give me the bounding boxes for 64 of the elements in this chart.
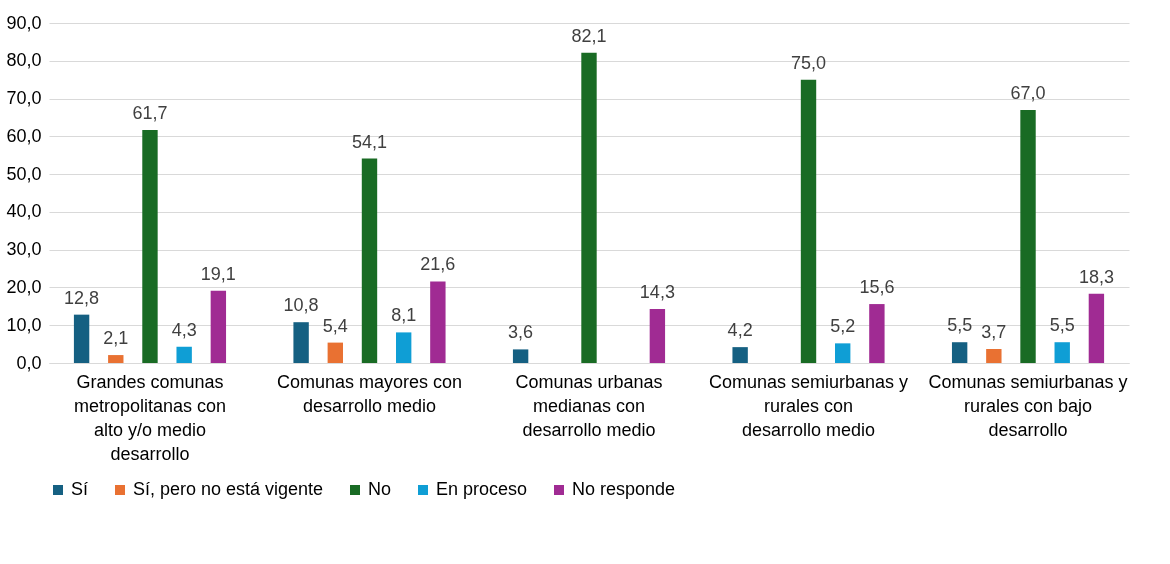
y-tick-label: 80,0 (6, 50, 42, 71)
bar (73, 314, 90, 363)
bar (361, 158, 378, 363)
data-label: 21,6 (420, 254, 456, 275)
data-label: 75,0 (790, 52, 827, 73)
data-label: 10,8 (283, 295, 319, 316)
bar (732, 347, 748, 363)
y-tick-label: 60,0 (6, 125, 42, 146)
x-tick-label: Comunas mayores con desarrollo medio (276, 371, 463, 416)
y-tick-label: 10,0 (6, 314, 42, 335)
bar (1054, 342, 1070, 363)
data-label: 54,1 (351, 131, 388, 152)
x-tick-label: Comunas semiurbanas y rurales con bajo desarrollo (928, 371, 1128, 440)
bar (108, 355, 124, 363)
legend-label: Sí, pero no está vigente (133, 479, 324, 499)
data-label: 2,1 (103, 328, 129, 349)
bar (581, 52, 597, 363)
data-label: 82,1 (571, 25, 607, 46)
y-tick-label: 50,0 (6, 163, 42, 184)
data-label: 19,1 (200, 263, 236, 284)
data-label: 8,1 (391, 305, 417, 326)
data-label: 61,7 (132, 102, 168, 123)
bar (1020, 109, 1036, 363)
y-tick-label: 30,0 (6, 239, 42, 260)
bar (176, 346, 192, 363)
y-tick-label: 40,0 (6, 201, 42, 222)
data-label: 3,6 (508, 322, 534, 343)
bar (327, 342, 343, 363)
data-label: 14,3 (639, 281, 675, 302)
data-label: 4,3 (171, 319, 197, 340)
data-label: 18,3 (1078, 266, 1114, 287)
x-tick-label: Comunas urbanas medianas con desarrollo medio (515, 371, 663, 440)
legend-label: No responde (572, 479, 676, 499)
bar (293, 322, 309, 363)
x-tick-label: Grandes comunas metropolitanas con alto y/o medio desarrollo (73, 371, 227, 464)
data-label: 5,5 (947, 315, 973, 336)
data-label: 15,6 (859, 277, 895, 298)
data-label: 12,8 (64, 287, 100, 308)
x-tick-label: Comunas semiurbanas y rurales con desarrollo medio (708, 371, 909, 440)
bar (649, 308, 666, 363)
y-tick-label: 90,0 (6, 12, 42, 33)
bar (512, 349, 529, 363)
bar (835, 343, 851, 363)
data-label: 5,5 (1049, 315, 1075, 336)
bar (800, 79, 817, 363)
bar (142, 129, 158, 363)
bar (430, 281, 446, 363)
y-tick-label: 70,0 (6, 88, 42, 109)
bar (951, 342, 968, 363)
legend-label: Sí (71, 479, 89, 499)
bar (395, 332, 412, 363)
bar (210, 290, 227, 363)
data-label: 67,0 (1010, 82, 1046, 103)
data-label: 5,2 (830, 316, 856, 337)
legend-label: No (368, 479, 392, 499)
data-label: 4,2 (727, 320, 753, 341)
y-tick-label: 0,0 (16, 352, 42, 373)
data-label: 5,4 (322, 315, 348, 336)
bar (986, 349, 1002, 363)
bar (1088, 293, 1105, 363)
y-tick-label: 20,0 (6, 276, 42, 297)
data-label: 3,7 (981, 322, 1007, 343)
legend-label: En proceso (436, 479, 528, 499)
bar (869, 304, 885, 363)
